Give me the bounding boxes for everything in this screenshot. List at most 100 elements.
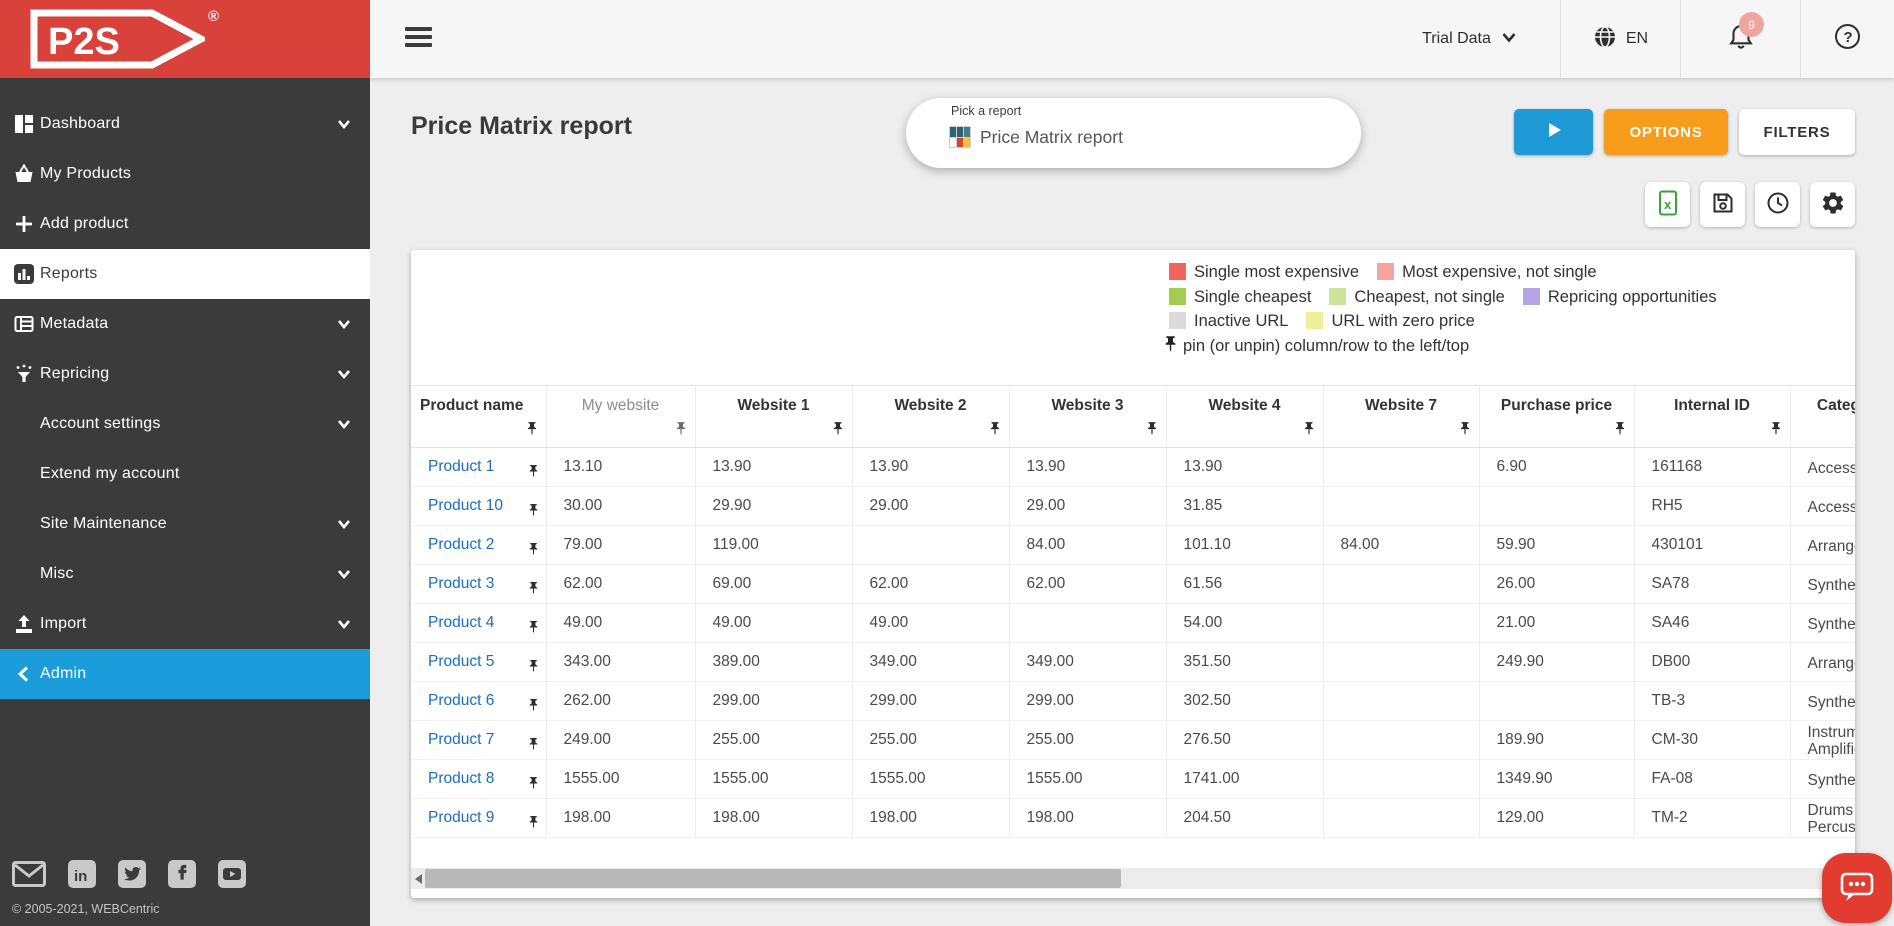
pin-icon[interactable] — [1302, 420, 1316, 442]
pin-icon[interactable] — [1145, 420, 1159, 442]
pin-icon[interactable] — [1458, 420, 1472, 442]
gear-icon — [1820, 190, 1846, 219]
pin-icon[interactable] — [527, 736, 540, 757]
purchase-price-cell: 6.90 — [1479, 447, 1635, 487]
pin-icon[interactable] — [988, 420, 1002, 442]
sidebar-item-add-product[interactable]: Add product — [0, 199, 370, 249]
legend-swatch — [1169, 312, 1186, 329]
logo[interactable]: P2S ® — [0, 0, 370, 78]
pin-icon[interactable] — [831, 420, 845, 442]
youtube-icon[interactable] — [218, 860, 246, 888]
dashboard-icon — [13, 113, 35, 135]
hamburger-menu-icon[interactable] — [405, 27, 432, 51]
legend-row: Single cheapest Cheapest, not single Repri… — [1169, 285, 1735, 310]
report-picker-label: Pick a report — [951, 104, 1022, 118]
run-report-button[interactable] — [1514, 109, 1593, 155]
pin-icon[interactable] — [527, 541, 540, 562]
product-link[interactable]: Product 3 — [428, 575, 495, 592]
sidebar-item-metadata[interactable]: Metadata — [0, 299, 370, 349]
pin-icon[interactable] — [527, 658, 540, 679]
category-cell: Drums & Percussion — [1790, 798, 1855, 838]
price-cell: 198.00 — [695, 798, 853, 838]
product-link[interactable]: Product 8 — [428, 770, 495, 787]
price-cell: 198.00 — [546, 798, 696, 838]
account-switcher[interactable]: Trial Data — [1380, 0, 1560, 78]
horizontal-scrollbar[interactable] — [411, 868, 1855, 889]
notifications-button[interactable]: 9 — [1680, 0, 1800, 78]
pin-icon[interactable] — [525, 420, 539, 442]
price-cell: 13.10 — [546, 447, 696, 487]
price-cell — [1323, 681, 1480, 721]
linkedin-icon[interactable]: in — [68, 860, 96, 888]
product-link[interactable]: Product 2 — [428, 536, 495, 553]
chevron-down-icon — [336, 316, 352, 337]
sidebar-item-dashboard[interactable]: Dashboard — [0, 99, 370, 149]
product-link[interactable]: Product 10 — [428, 497, 503, 514]
price-cell: 249.00 — [546, 720, 696, 760]
pin-icon[interactable] — [527, 775, 540, 796]
chat-button[interactable] — [1822, 853, 1892, 923]
sidebar-item-reports[interactable]: Reports — [0, 249, 370, 299]
sidebar-item-my-products[interactable]: My Products — [0, 149, 370, 199]
help-icon: ? — [1834, 23, 1861, 55]
price-cell: 119.00 — [695, 525, 853, 565]
pin-icon[interactable] — [527, 502, 540, 523]
table-row: Product 8 1555.00 1555.00 1555.00 1555.0… — [411, 759, 1855, 799]
table-header-row: Product name My website Website 1 Websit… — [411, 385, 1855, 448]
sidebar: P2S ® Dashboard My Products — [0, 0, 370, 926]
product-link[interactable]: Product 1 — [428, 458, 495, 475]
sidebar-item-admin[interactable]: Admin — [0, 649, 370, 699]
price-cell: 69.00 — [695, 564, 853, 604]
pin-icon[interactable] — [527, 697, 540, 718]
legend-swatch — [1522, 287, 1540, 305]
sidebar-item-extend-my-account[interactable]: Extend my account — [40, 465, 180, 482]
scroll-left-arrow-icon[interactable] — [415, 874, 422, 884]
copyright-text: © 2005-2021, WEBCentric — [12, 902, 160, 916]
internal-id-cell: CM-30 — [1634, 720, 1791, 760]
basket-icon — [13, 163, 35, 185]
pin-icon[interactable] — [527, 580, 540, 601]
settings-button[interactable] — [1810, 182, 1855, 227]
product-link[interactable]: Product 7 — [428, 731, 495, 748]
pin-icon[interactable] — [527, 463, 540, 484]
pin-icon[interactable] — [674, 420, 688, 442]
legend-swatch — [1169, 263, 1186, 280]
table-row: Product 4 49.00 49.00 49.00 54.00 21.00 … — [411, 603, 1855, 643]
sidebar-item-misc[interactable]: Misc — [0, 549, 370, 599]
price-cell: 255.00 — [852, 720, 1010, 760]
internal-id-cell: SA78 — [1634, 564, 1791, 604]
product-link[interactable]: Product 6 — [428, 692, 495, 709]
help-button[interactable]: ? — [1800, 0, 1894, 78]
product-link[interactable]: Product 9 — [428, 809, 495, 826]
options-button[interactable]: OPTIONS — [1604, 109, 1728, 155]
price-cell — [1323, 798, 1480, 838]
sidebar-item-repricing[interactable]: Repricing — [0, 349, 370, 399]
history-button[interactable] — [1755, 182, 1800, 227]
globe-icon — [1593, 25, 1617, 54]
pin-icon[interactable] — [527, 619, 540, 640]
export-excel-button[interactable]: x — [1645, 182, 1690, 227]
filters-button[interactable]: FILTERS — [1739, 109, 1855, 155]
email-icon[interactable] — [12, 861, 46, 887]
notification-badge: 9 — [1739, 12, 1764, 37]
report-matrix-icon — [949, 126, 971, 148]
upload-icon — [13, 613, 35, 635]
sidebar-item-account-settings[interactable]: Account settings — [0, 399, 370, 449]
scrollbar-thumb[interactable] — [425, 869, 1121, 888]
pin-icon[interactable] — [527, 814, 540, 835]
product-link[interactable]: Product 4 — [428, 614, 495, 631]
language-switcher[interactable]: EN — [1560, 0, 1680, 78]
report-picker[interactable]: Pick a report Price Matrix report — [906, 98, 1361, 168]
sidebar-item-import[interactable]: Import — [0, 599, 370, 649]
twitter-icon[interactable] — [118, 860, 146, 888]
product-link[interactable]: Product 5 — [428, 653, 495, 670]
repricing-icon — [13, 363, 35, 385]
pin-icon[interactable] — [1613, 420, 1627, 442]
save-button[interactable] — [1700, 182, 1745, 227]
internal-id-cell: SA46 — [1634, 603, 1791, 643]
price-cell: 198.00 — [1009, 798, 1167, 838]
pin-icon[interactable] — [1769, 420, 1783, 442]
facebook-icon[interactable] — [168, 860, 196, 888]
price-cell — [1323, 642, 1480, 682]
sidebar-item-site-maintenance[interactable]: Site Maintenance — [0, 499, 370, 549]
